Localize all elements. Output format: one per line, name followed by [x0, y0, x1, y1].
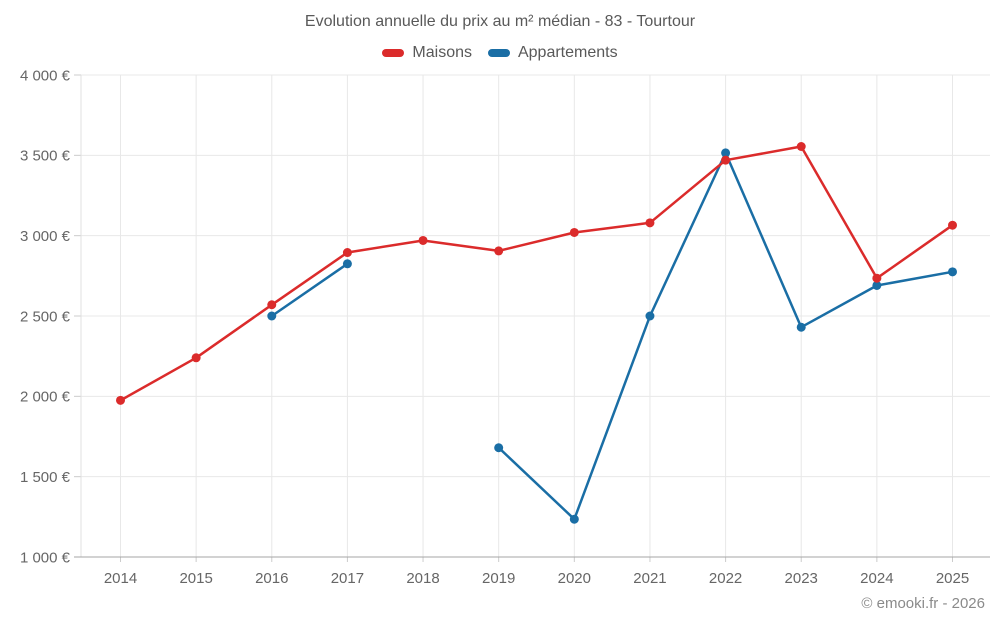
appartements-series-swatch-icon: [487, 49, 510, 57]
y-axis-label: 3 000 €: [20, 228, 71, 245]
chart-legend: Maisons Appartements: [0, 44, 1000, 62]
point-appartements-2025[interactable]: [948, 267, 957, 277]
point-maisons-2014[interactable]: [116, 395, 125, 405]
x-axis-label: 2019: [482, 570, 515, 587]
x-axis-label: 2015: [179, 570, 212, 587]
legend-item-maisons[interactable]: Maisons: [382, 44, 472, 62]
x-axis-label: 2014: [104, 570, 137, 587]
point-maisons-2025[interactable]: [948, 220, 957, 230]
x-axis-label: 2021: [633, 570, 666, 587]
point-maisons-2021[interactable]: [645, 218, 655, 228]
series-line-maisons: [119, 145, 954, 402]
point-appartements-2021[interactable]: [645, 311, 655, 321]
watermark-copyright: © emooki.fr - 2026: [861, 595, 985, 612]
point-maisons-2016[interactable]: [267, 300, 277, 310]
point-appartements-2019[interactable]: [494, 443, 504, 453]
point-appartements-2023[interactable]: [796, 322, 806, 332]
legend-label-maisons: Maisons: [412, 44, 472, 61]
point-appartements-2020[interactable]: [569, 514, 579, 524]
point-maisons-2023[interactable]: [796, 141, 806, 151]
x-axis-label: 2016: [255, 570, 288, 587]
maisons-series-swatch-icon: [382, 49, 405, 57]
y-axis-label: 1 000 €: [20, 549, 71, 566]
series-line-appartements: [270, 151, 954, 521]
point-maisons-2020[interactable]: [569, 227, 579, 237]
point-appartements-2022[interactable]: [721, 148, 731, 158]
y-axis-label: 2 500 €: [20, 308, 71, 325]
point-appartements-2024[interactable]: [872, 280, 882, 290]
y-axis-label: 3 500 €: [20, 148, 71, 165]
legend-label-appartements: Appartements: [517, 44, 618, 61]
point-appartements-2016[interactable]: [267, 311, 277, 321]
y-axis-label: 4 000 €: [20, 67, 71, 84]
point-maisons-2019[interactable]: [494, 246, 504, 256]
x-axis-label: 2024: [860, 570, 893, 587]
x-axis-label: 2022: [709, 570, 742, 587]
point-maisons-2018[interactable]: [418, 235, 428, 245]
point-maisons-2017[interactable]: [342, 248, 352, 258]
x-axis-label: 2023: [785, 570, 818, 587]
chart-title: Evolution annuelle du prix au m² médian …: [304, 13, 696, 30]
point-maisons-2024[interactable]: [872, 273, 882, 283]
y-axis-label: 1 500 €: [20, 469, 71, 486]
x-axis-label: 2017: [331, 570, 364, 587]
x-axis-label: 2025: [936, 570, 969, 587]
x-axis-label: 2020: [558, 570, 591, 587]
legend-item-appartements[interactable]: Appartements: [487, 44, 618, 62]
point-maisons-2022[interactable]: [721, 155, 731, 165]
point-appartements-2017[interactable]: [342, 259, 352, 269]
y-axis-label: 2 000 €: [20, 389, 71, 406]
point-maisons-2015[interactable]: [191, 353, 201, 363]
x-axis-label: 2018: [406, 570, 439, 587]
